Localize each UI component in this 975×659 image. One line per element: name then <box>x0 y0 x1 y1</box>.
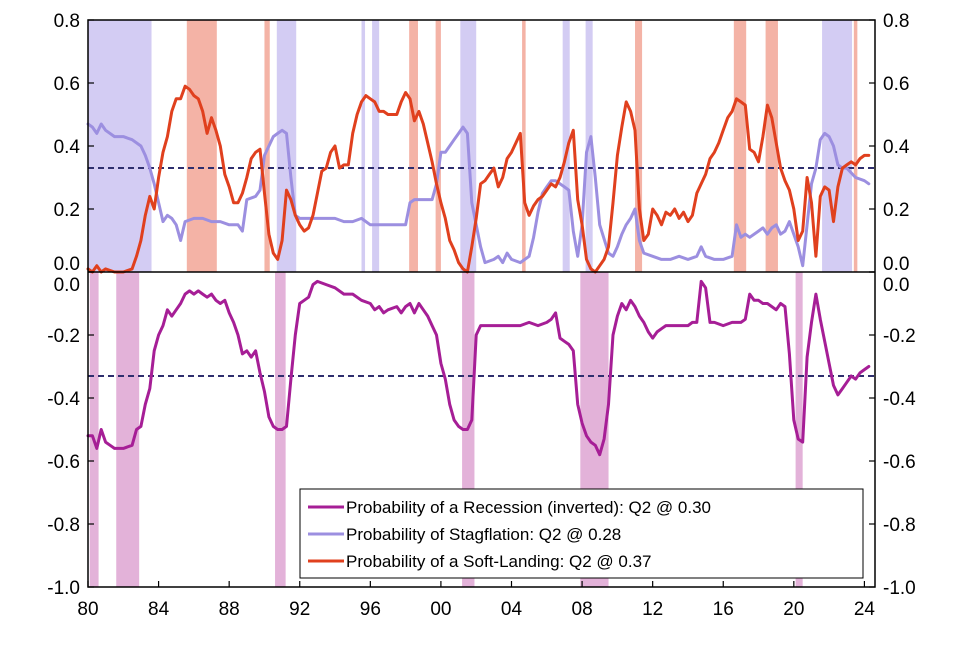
series-line-soft-landing <box>86 84 871 274</box>
bottom-ytick-label-right: -0.6 <box>883 452 916 473</box>
xtick-label: 92 <box>289 599 310 620</box>
top-ytick-label-right: 0.0 <box>883 254 909 275</box>
soft-landing-period-8 <box>853 20 858 272</box>
bottom-ytick-label-left: -1.0 <box>47 578 80 599</box>
series-line-recession <box>86 279 871 457</box>
xtick-label: 16 <box>713 599 734 620</box>
legend-label-stagflation: Probability of Stagflation: Q2 @ 0.28 <box>346 525 621 544</box>
xtick-label: 84 <box>148 599 170 620</box>
soft-landing-period-4 <box>522 20 526 272</box>
xtick-label: 80 <box>77 599 98 620</box>
legend-label-recession: Probability of a Recession (inverted): Q… <box>346 498 711 517</box>
series-lines <box>86 84 871 457</box>
xtick-label: 20 <box>783 599 804 620</box>
xtick-label: 88 <box>219 599 240 620</box>
recession-period-0 <box>89 272 99 587</box>
legend-entry-stagflation: Probability of Stagflation: Q2 @ 0.28 <box>308 525 621 544</box>
bottom-ytick-label-left: -0.4 <box>47 389 80 410</box>
xtick-label: 00 <box>430 599 451 620</box>
bottom-ytick-label-left: -0.8 <box>47 515 80 536</box>
legend-label-soft-landing: Probability of a Soft-Landing: Q2 @ 0.37 <box>346 552 652 571</box>
axes: 0.2 0.20.4 0.40.6 0.60.8 0.80.0 0.0-1.0 -1.0-0… <box>47 11 916 620</box>
legend-box <box>299 488 864 579</box>
bottom-ytick-label-left: 0.0 <box>54 275 80 296</box>
soft-landing-period-5 <box>635 20 643 272</box>
legend-entry-soft-landing: Probability of a Soft-Landing: Q2 @ 0.37 <box>308 552 652 571</box>
soft-landing-period-0 <box>186 20 217 272</box>
recession-period-1 <box>116 272 140 587</box>
threshold-lines <box>88 167 875 377</box>
bottom-ytick-label-left: -0.6 <box>47 452 80 473</box>
bottom-ytick-label-right: -0.4 <box>883 389 916 410</box>
soft-landing-period-7 <box>765 20 778 272</box>
stagflation-period-2 <box>361 20 366 272</box>
bottom-ytick-label-left: -0.2 <box>47 326 80 347</box>
top-ytick-label-left: 0.4 <box>54 137 81 158</box>
soft-landing-period-2 <box>409 20 418 272</box>
soft-landing-period-3 <box>435 20 441 272</box>
series-line-stagflation <box>86 122 871 268</box>
xtick-label: 12 <box>642 599 663 620</box>
soft-landing-period-6 <box>733 20 747 272</box>
xtick-label: 04 <box>501 599 523 620</box>
stagflation-period-5 <box>562 20 570 272</box>
plot-frame <box>87 19 876 588</box>
bottom-ytick-label-right: -1.0 <box>883 578 916 599</box>
top-ytick-label-left: 0.0 <box>54 254 80 275</box>
bottom-ytick-label-right: -0.8 <box>883 515 916 536</box>
top-ytick-label-right: 0.8 <box>883 11 909 32</box>
stagflation-period-3 <box>372 20 380 272</box>
xtick-label: 08 <box>572 599 593 620</box>
stagflation-period-7 <box>822 20 853 272</box>
xtick-label: 96 <box>360 599 381 620</box>
top-ytick-label-right: 0.4 <box>883 137 910 158</box>
legend-entry-recession: Probability of a Recession (inverted): Q… <box>308 498 711 517</box>
top-ytick-label-left: 0.2 <box>54 200 80 221</box>
top-ytick-label-left: 0.6 <box>54 74 80 95</box>
bottom-ytick-label-right: -0.2 <box>883 326 916 347</box>
top-ytick-label-left: 0.8 <box>54 11 80 32</box>
legend: Probability of a Recession (inverted): Q… <box>299 488 864 579</box>
recession-period-5 <box>795 272 803 587</box>
top-ytick-label-right: 0.6 <box>883 74 909 95</box>
xtick-label: 24 <box>854 599 876 620</box>
top-ytick-label-right: 0.2 <box>883 200 909 221</box>
bottom-ytick-label-right: 0.0 <box>883 275 909 296</box>
soft-landing-period-1 <box>264 20 270 272</box>
top-panel-shading <box>88 20 858 272</box>
